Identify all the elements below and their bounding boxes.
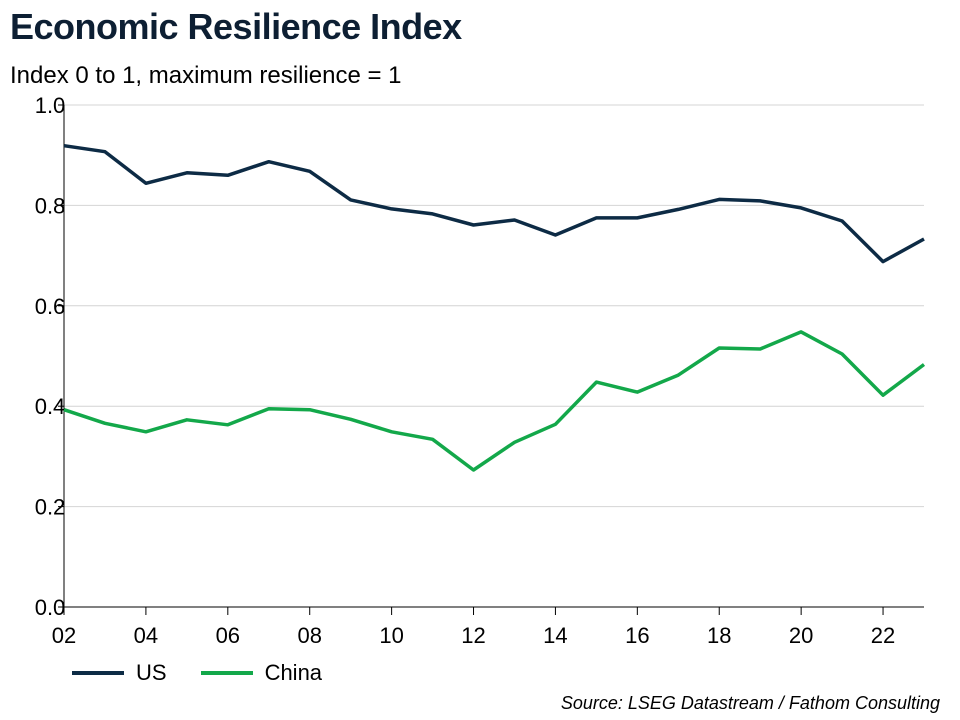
- series-line-china: [63, 330, 926, 472]
- x-tick-label: 10: [379, 623, 403, 648]
- legend-item-us: US: [72, 660, 167, 686]
- y-tick-label: 0.8: [35, 193, 66, 218]
- series-lines: [63, 143, 926, 472]
- chart-title: Economic Resilience Index: [10, 6, 462, 47]
- gridlines: [64, 104, 924, 508]
- y-tick-label: 1.0: [35, 93, 66, 118]
- x-tick-label: 16: [625, 623, 649, 648]
- x-tick-label: 04: [134, 623, 158, 648]
- x-tick-label: 08: [297, 623, 321, 648]
- y-tick-label: 0.6: [35, 294, 66, 319]
- axes: [63, 105, 924, 608]
- x-tick-label: 18: [707, 623, 731, 648]
- source-note: Source: LSEG Datastream / Fathom Consult…: [560, 693, 940, 713]
- legend-swatch-us: [72, 671, 124, 675]
- x-tick-label: 14: [543, 623, 567, 648]
- legend-swatch-china: [200, 671, 253, 675]
- x-tick-label: 06: [216, 623, 240, 648]
- series-line-us: [63, 143, 925, 264]
- chart-subtitle: Index 0 to 1, maximum resilience = 1: [10, 62, 402, 89]
- y-tick-label: 0.2: [35, 495, 66, 520]
- x-tick-label: 02: [52, 623, 76, 648]
- y-tick-label: 0.0: [35, 595, 66, 620]
- y-axis-ticks: 0.0 0.2 0.4 0.6 0.8 1.0: [35, 93, 66, 620]
- x-tick-label: 12: [461, 623, 485, 648]
- y-tick-label: 0.4: [35, 394, 66, 419]
- legend-label-china: China: [264, 660, 323, 685]
- legend-label-us: US: [136, 660, 167, 685]
- legend-item-china: China: [200, 660, 323, 686]
- legend: US China: [72, 660, 356, 686]
- x-tick-label: 22: [871, 623, 895, 648]
- x-tick-label: 20: [789, 623, 813, 648]
- x-axis-ticks: 02 04 06 08 10 12 14 16 18 20 22: [52, 607, 895, 648]
